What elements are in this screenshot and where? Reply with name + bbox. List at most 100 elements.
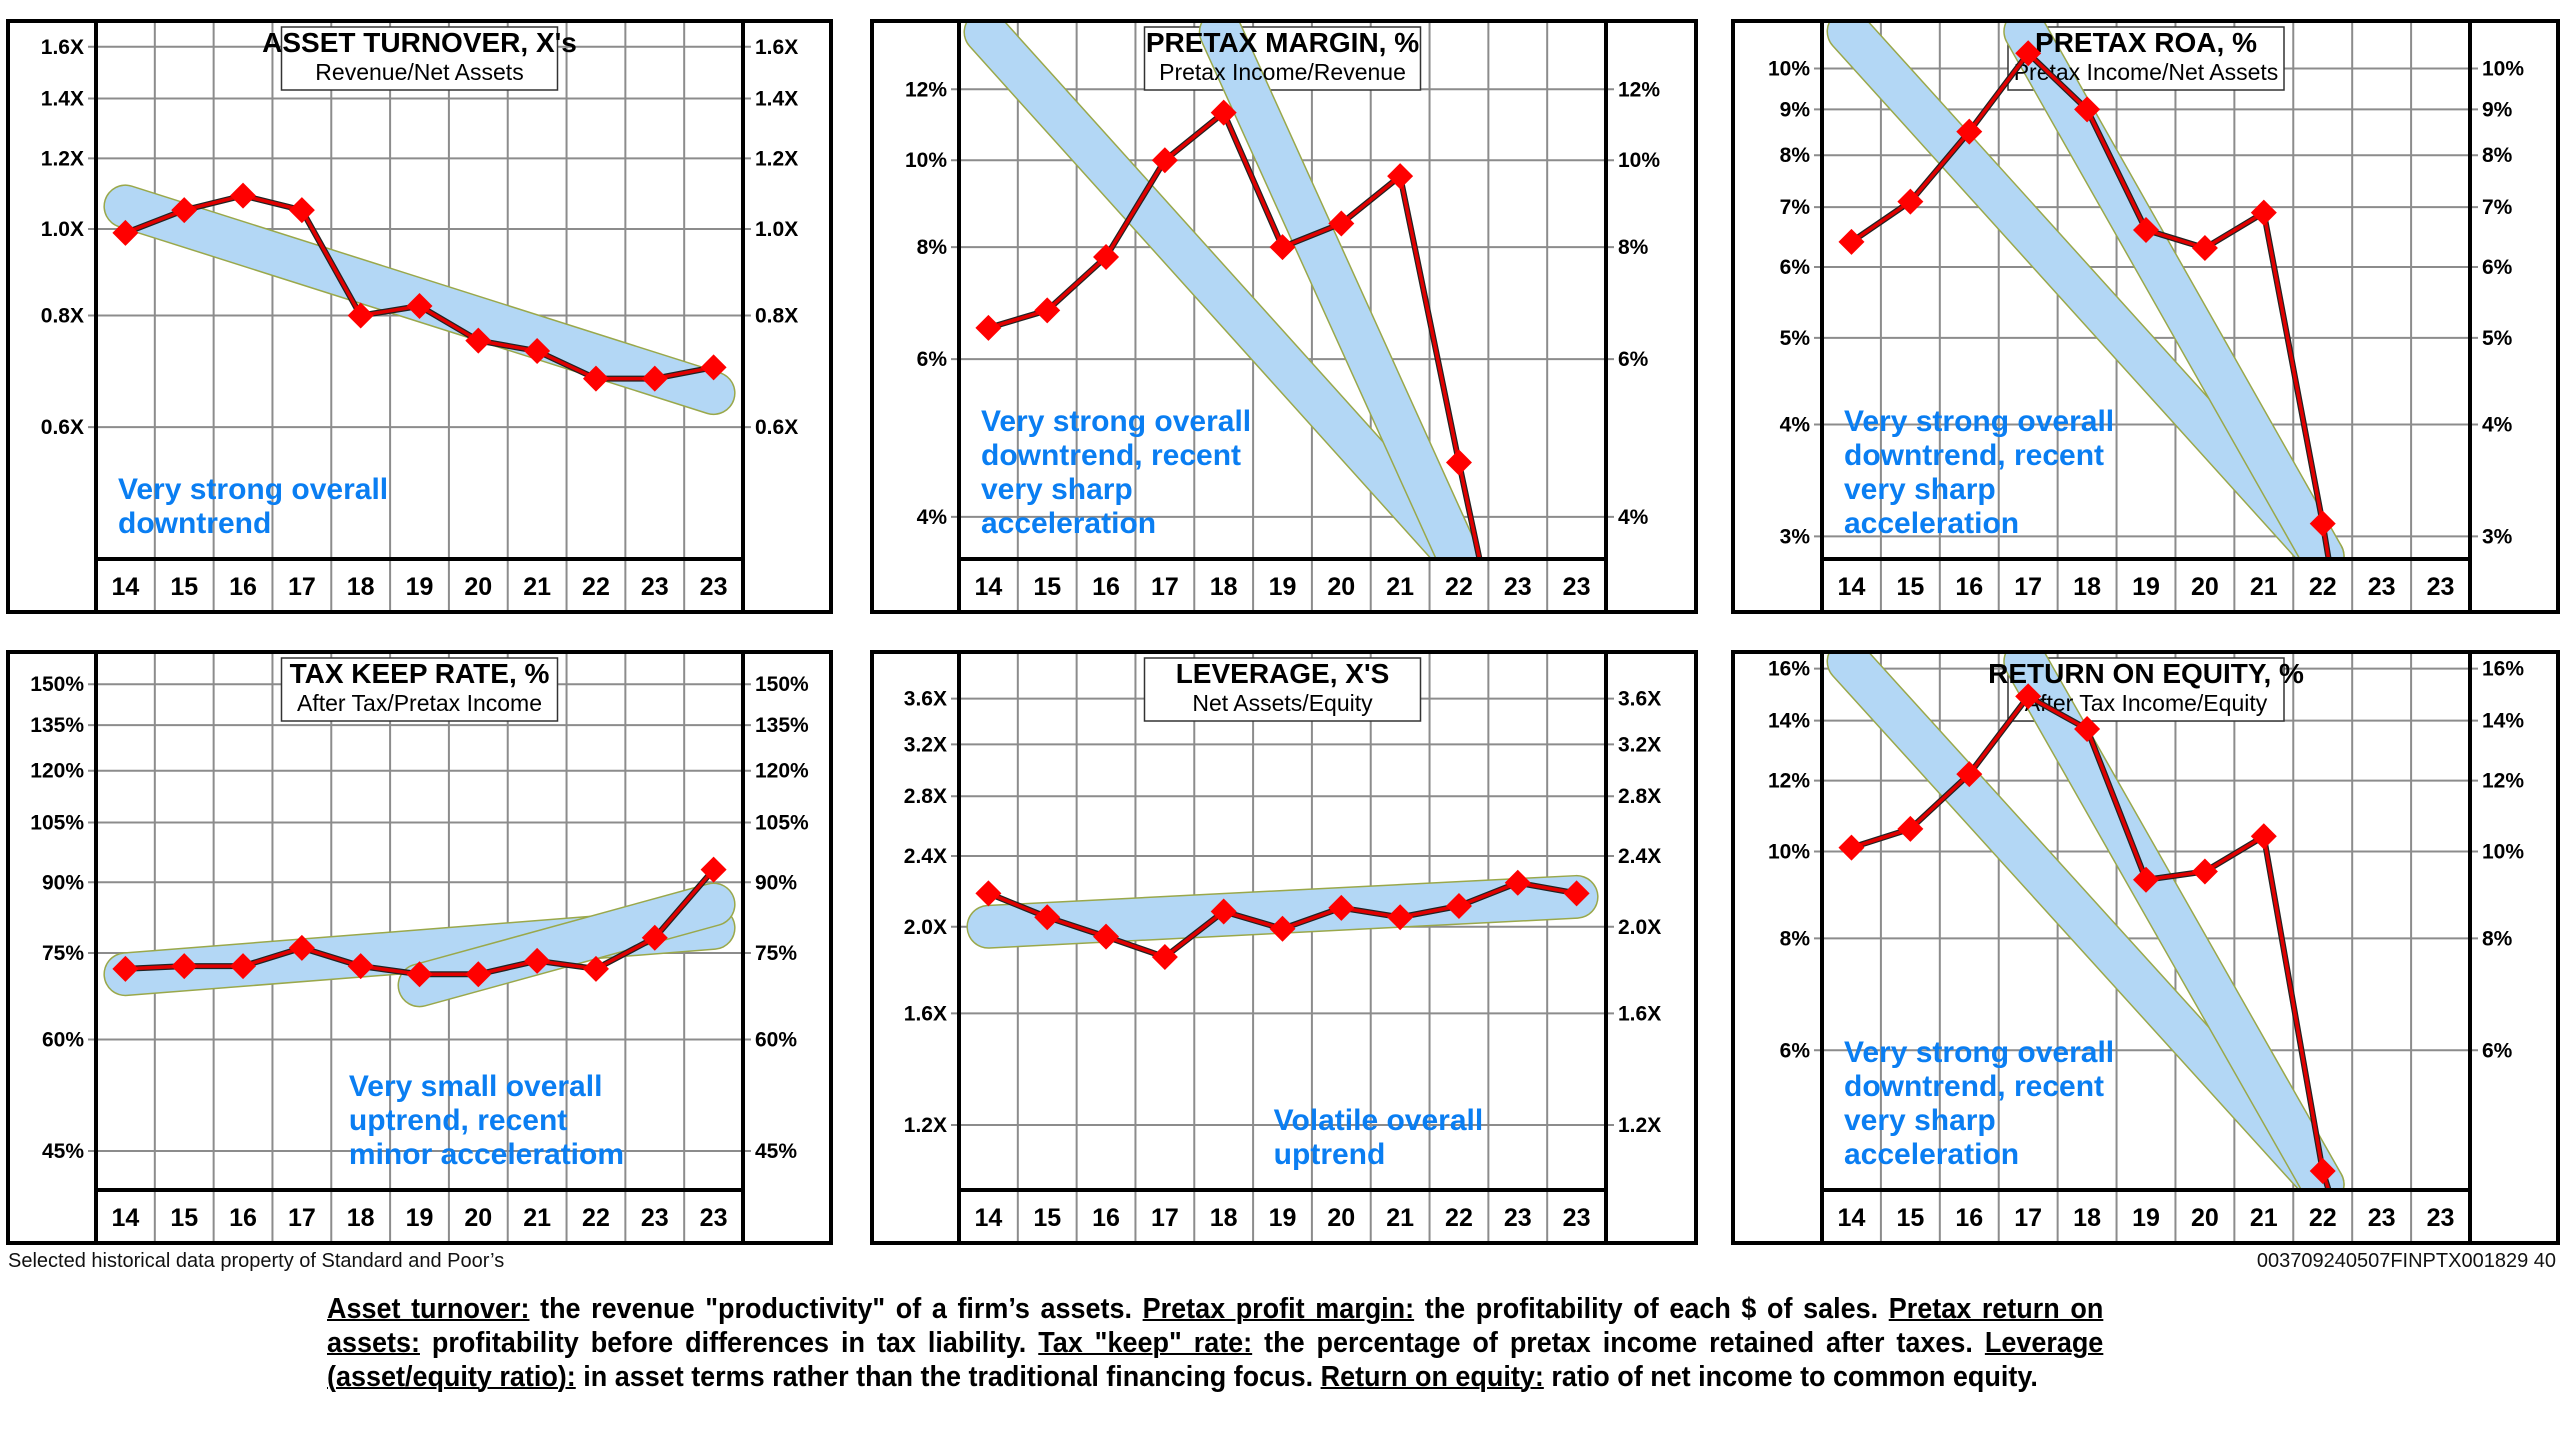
x-tick-label: 23 — [2427, 573, 2455, 601]
chart-frame — [6, 19, 833, 614]
data-point-marker — [2309, 1157, 2336, 1184]
y-tick-label-right: 45% — [755, 1140, 797, 1163]
y-tick-label-left: 1.6X — [41, 36, 84, 59]
data-point-marker — [230, 182, 257, 209]
chart-background — [1733, 652, 2558, 1243]
y-tick-label-left: 8% — [1780, 927, 1811, 950]
data-series — [112, 856, 727, 988]
data-point-marker — [1387, 904, 1414, 931]
trend-annotation: downtrend, recent — [1844, 1070, 2104, 1103]
data-point-marker — [288, 197, 315, 224]
data-point-marker — [1838, 834, 1865, 861]
y-tick-label-left: 6% — [1780, 256, 1811, 279]
chart-subtitle: Pretax Income/Revenue — [1159, 59, 1406, 85]
x-tick-label: 19 — [406, 1204, 434, 1232]
definition-text: the revenue "productivity" of a firm’s a… — [529, 1293, 1143, 1325]
y-tick-label-left: 4% — [917, 506, 948, 529]
x-tick-label: 20 — [464, 573, 492, 601]
trend-band — [967, 876, 1598, 948]
chart-title: TAX KEEP RATE, % — [290, 658, 550, 689]
y-tick-label-right: 10% — [2482, 57, 2524, 80]
data-point-marker — [2133, 216, 2159, 243]
definition-text: ratio of net income to common equity. — [1543, 1361, 2038, 1393]
x-tick-label: 21 — [2250, 1204, 2278, 1232]
y-tick-label-right: 3% — [2482, 525, 2513, 548]
y-tick-label-right: 5% — [2482, 327, 2513, 350]
y-tick-label-right: 8% — [2482, 927, 2513, 950]
data-point-marker — [2074, 716, 2101, 743]
chart-title: PRETAX ROA, % — [2035, 27, 2257, 58]
trend-annotation: uptrend, recent — [349, 1104, 567, 1137]
title-box — [280, 26, 559, 91]
trend-annotation: downtrend — [118, 507, 271, 540]
y-tick-label-right: 6% — [2482, 256, 2513, 279]
y-tick-label-left: 135% — [30, 714, 84, 737]
data-series — [1838, 683, 2336, 1190]
x-tick-label: 20 — [2191, 573, 2219, 601]
data-point-marker — [1328, 894, 1355, 921]
y-tick-label-right: 0.8X — [755, 305, 798, 328]
trend-band — [1828, 21, 2344, 559]
data-point-marker — [1445, 449, 1472, 476]
x-tick-label: 17 — [2014, 573, 2042, 601]
data-series — [975, 99, 1483, 559]
chart-subtitle: After Tax Income/Equity — [2025, 690, 2268, 716]
data-point-marker — [1956, 118, 1983, 145]
definition-text: the profitability of each $ of sales. — [1414, 1293, 1889, 1325]
trend-band — [2004, 652, 2344, 1190]
title-box — [1143, 26, 1422, 91]
trend-bands — [966, 874, 1599, 949]
data-point-marker — [1034, 297, 1061, 324]
y-tick-label-right: 1.2X — [755, 147, 798, 170]
data-series — [112, 182, 727, 392]
y-tick-label-left: 3.2X — [904, 733, 947, 756]
data-point-marker — [288, 934, 315, 961]
chart-panel: 150% 150% 135% 135% 120% 120% 105% 105% 90% 90% 75… — [6, 650, 833, 1245]
y-tick-label-left: 5% — [1780, 327, 1811, 350]
y-tick-label-right: 3.6X — [1618, 688, 1661, 711]
data-point-marker — [1445, 892, 1472, 919]
data-point-marker — [406, 292, 433, 319]
y-tick-label-right: 4% — [2482, 414, 2513, 437]
y-tick-label-left: 2.8X — [904, 785, 947, 808]
y-tick-label-left: 8% — [917, 236, 948, 259]
x-tick-label: 14 — [975, 1204, 1003, 1232]
y-tick-label-right: 14% — [2482, 710, 2524, 733]
y-tick-label-left: 120% — [30, 760, 84, 783]
data-point-marker — [524, 947, 551, 974]
data-point-marker — [700, 354, 727, 381]
data-point-marker — [347, 953, 374, 980]
y-tick-label-right: 16% — [2482, 658, 2524, 681]
data-point-marker — [1328, 210, 1355, 237]
definitions-paragraph: Asset turnover: the revenue "productivit… — [327, 1292, 2103, 1394]
y-tick-label-right: 1.2X — [1618, 1114, 1661, 1137]
x-tick-label: 21 — [2250, 573, 2278, 601]
x-tick-label: 15 — [1896, 573, 1924, 601]
title-box — [1143, 657, 1422, 722]
y-tick-label-right: 75% — [755, 942, 797, 965]
x-tick-label: 19 — [2132, 1204, 2160, 1232]
y-tick-label-right: 10% — [1618, 149, 1660, 172]
x-tick-label: 22 — [2309, 573, 2337, 601]
definition-term: Asset turnover: — [327, 1293, 530, 1325]
y-tick-label-left: 10% — [1768, 57, 1810, 80]
chart-panel: 3.6X 3.6X 3.2X 3.2X 2.8X 2.8X 2.4X 2.4X 2.0X 2.0X… — [870, 650, 1698, 1245]
trend-annotation: acceleration — [1844, 1138, 2019, 1171]
x-tick-label: 15 — [1033, 1204, 1061, 1232]
data-point-marker — [582, 955, 609, 982]
definition-text: profitability before differences in tax … — [419, 1327, 1039, 1359]
data-point-marker — [1956, 761, 1983, 788]
trend-annotation: very sharp — [981, 473, 1133, 506]
y-tick-label-left: 75% — [42, 942, 84, 965]
trend-annotation: acceleration — [981, 507, 1156, 540]
data-point-marker — [1269, 234, 1296, 261]
x-tick-label: 14 — [112, 573, 140, 601]
x-tick-label: 23 — [2427, 1204, 2455, 1232]
chart-frame — [6, 650, 833, 1245]
x-tick-label: 17 — [1151, 1204, 1179, 1232]
trend-band — [1200, 21, 1480, 559]
data-point-marker — [2015, 683, 2042, 710]
y-tick-label-right: 1.6X — [755, 36, 798, 59]
y-tick-label-right: 1.6X — [1618, 1002, 1661, 1025]
y-tick-label-right: 12% — [2482, 770, 2524, 793]
